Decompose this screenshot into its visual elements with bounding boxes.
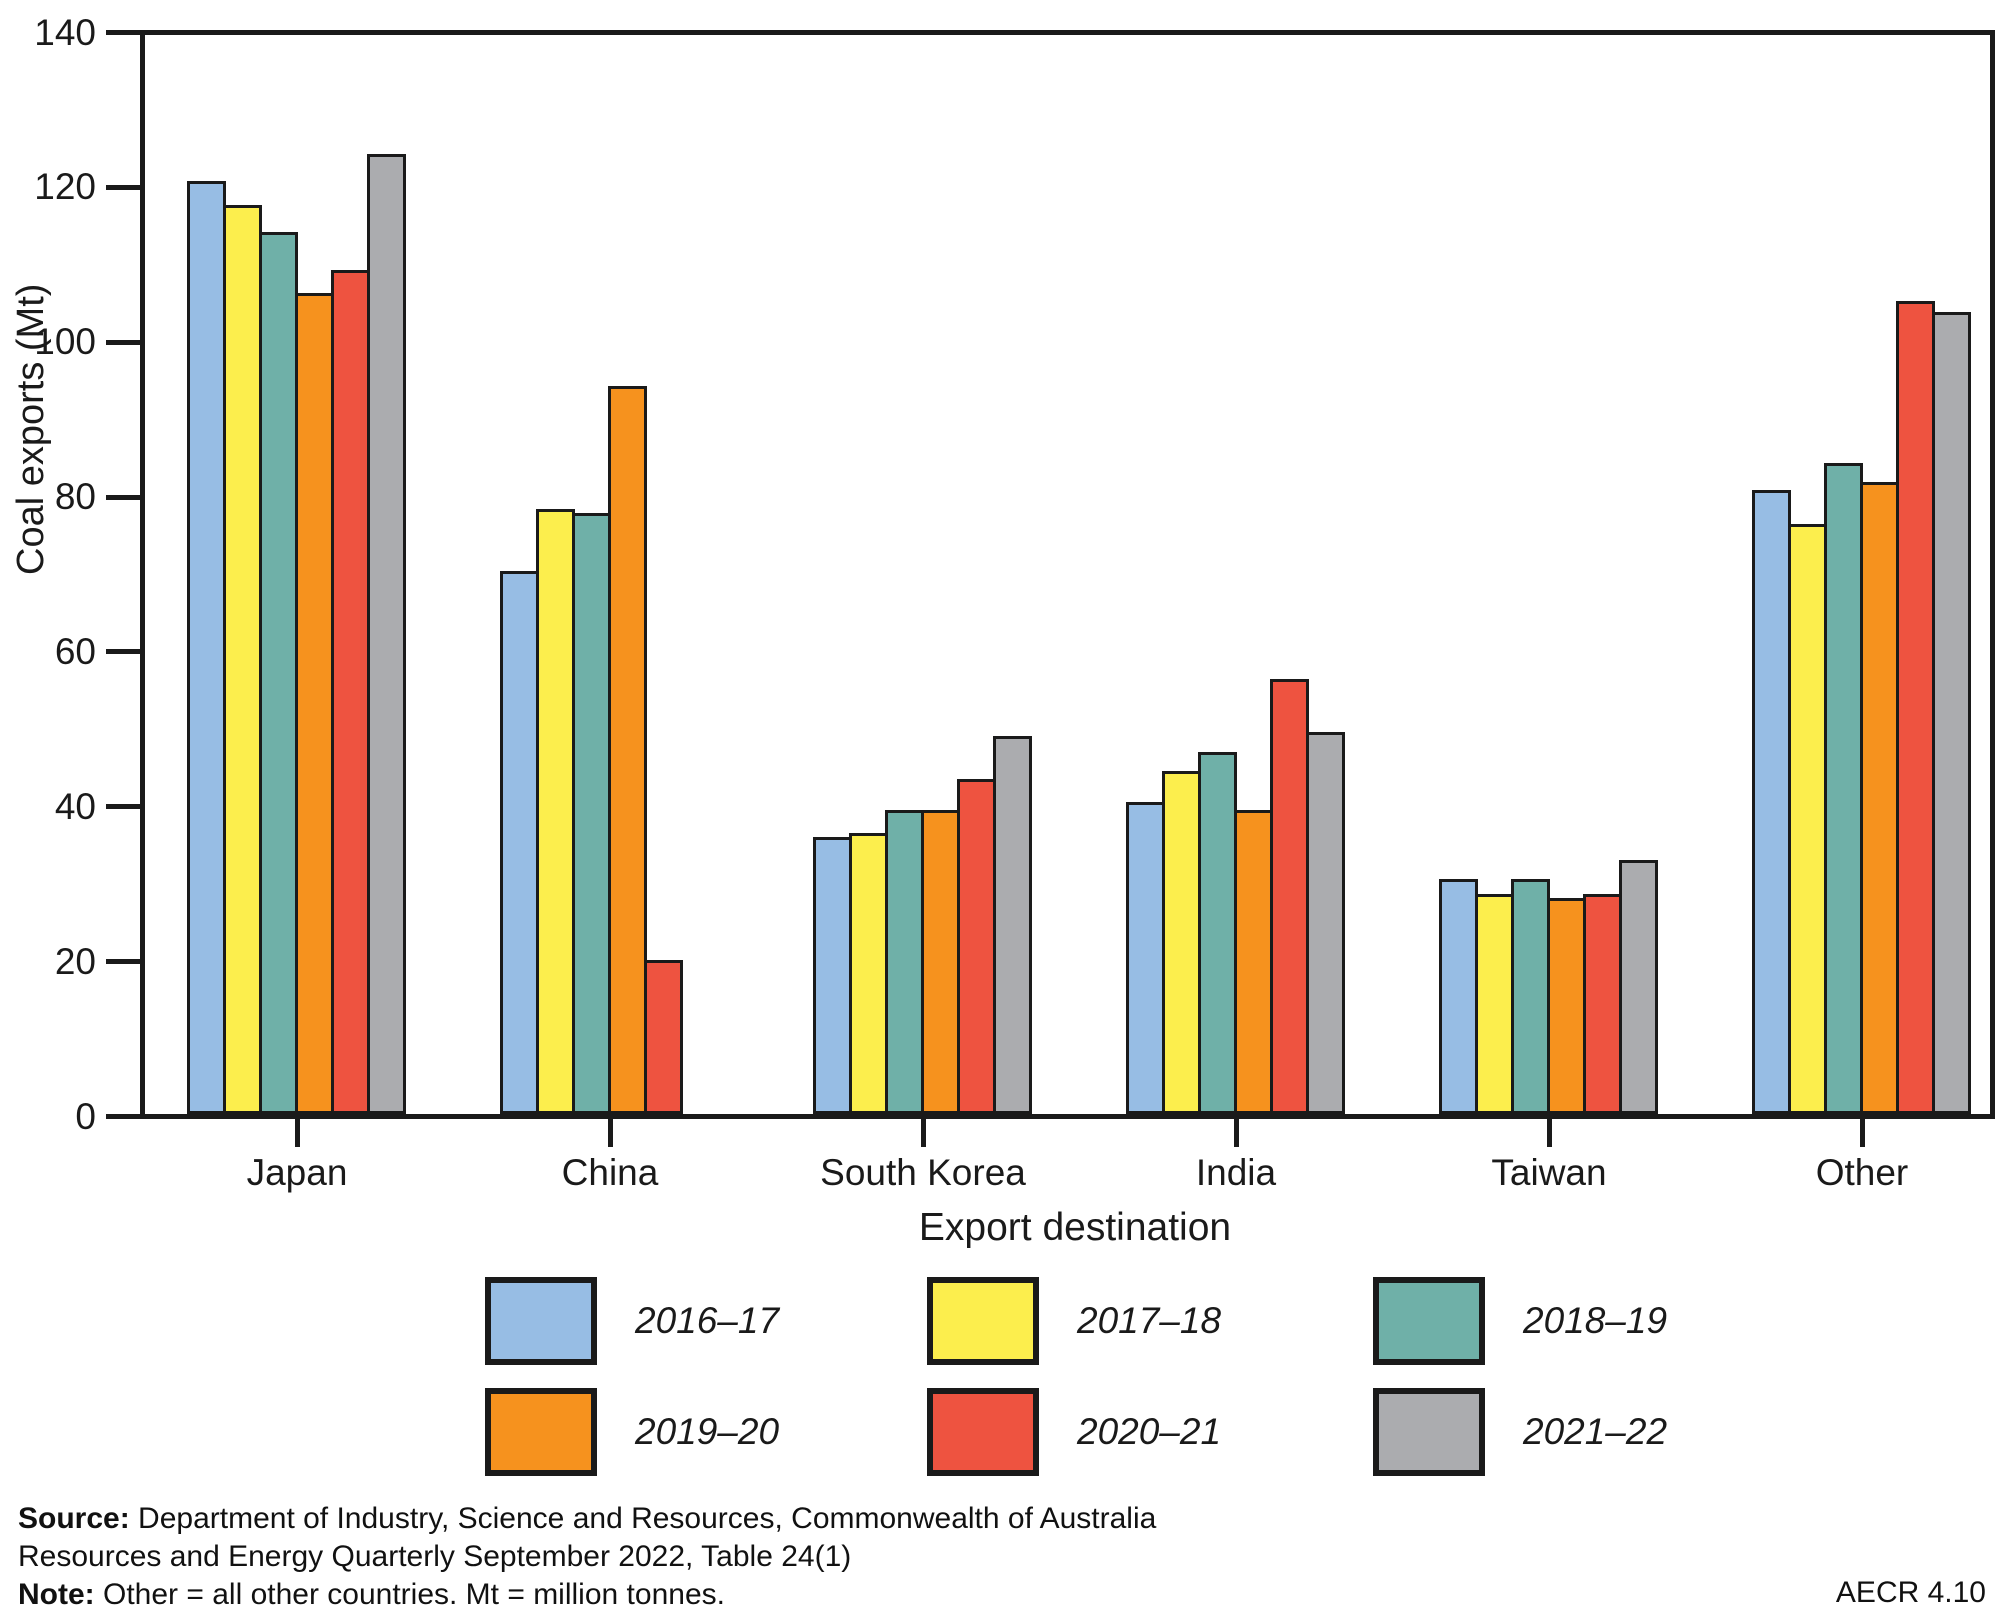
bar-2017–18-South Korea [849,833,888,1114]
legend-label-2016–17: 2016–17 [635,1300,780,1341]
bar-2017–18-China [536,509,575,1114]
bar-2016–17-India [1126,802,1165,1114]
bar-2019–20-South Korea [921,810,960,1114]
bar-2018–19-China [572,513,611,1114]
y-tick-label-20: 20 [54,940,96,982]
x-tick-South Korea [920,1119,926,1147]
source-text-2: Resources and Energy Quarterly September… [18,1540,852,1573]
y-tick-0 [106,1114,140,1119]
x-tick-Taiwan [1546,1119,1552,1147]
bar-2021–22-Taiwan [1619,860,1658,1114]
y-tick-120 [106,184,140,190]
y-tick-label-40: 40 [54,785,96,827]
bar-2017–18-India [1162,771,1201,1114]
bar-2020–21-Taiwan [1583,894,1622,1114]
note-line: Note: Other = all other countries. Mt = … [18,1576,1156,1612]
y-tick-20 [106,959,140,965]
x-tick-Other [1859,1119,1865,1147]
legend-item-2018–19: 2018–19 [1373,1277,1667,1365]
y-tick-label-0: 0 [75,1095,96,1137]
bar-2020–21-Other [1896,301,1935,1114]
legend-item-2020–21: 2020–21 [927,1388,1221,1476]
legend-item-2016–17: 2016–17 [485,1277,779,1365]
bar-2018–19-India [1198,752,1237,1114]
y-tick-80 [106,494,140,500]
legend-item-2021–22: 2021–22 [1373,1388,1667,1476]
bar-2020–21-China [644,960,683,1114]
y-tick-label-60: 60 [54,630,96,672]
legend-item-2019–20: 2019–20 [485,1388,779,1476]
note-label: Note: [18,1578,95,1611]
bar-2017–18-Taiwan [1475,894,1514,1114]
x-tick-label-Japan: Japan [246,1152,348,1193]
bar-2016–17-Japan [187,181,226,1114]
source-line-1: Source: Department of Industry, Science … [18,1500,1156,1538]
legend-swatch-2016–17 [485,1277,597,1365]
bar-2019–20-India [1234,810,1273,1114]
x-tick-label-Taiwan: Taiwan [1491,1152,1607,1193]
plot-area [140,30,1995,1119]
bar-2018–19-Taiwan [1511,879,1550,1114]
x-tick-label-Other: Other [1815,1152,1909,1193]
legend-label-2020–21: 2020–21 [1077,1411,1222,1452]
legend-swatch-2018–19 [1373,1277,1485,1365]
bar-2020–21-Japan [331,270,370,1114]
y-tick-60 [106,649,140,655]
y-tick-label-80: 80 [54,476,96,518]
legend-swatch-2017–18 [927,1277,1039,1365]
bar-2021–22-Other [1932,312,1971,1114]
bar-2021–22-India [1306,732,1345,1114]
legend-swatch-2020–21 [927,1388,1039,1476]
bar-2017–18-Japan [223,205,262,1114]
x-tick-India [1233,1119,1239,1147]
bar-2016–17-Other [1752,490,1791,1114]
bar-2019–20-China [608,386,647,1114]
bar-2019–20-Other [1860,482,1899,1114]
x-axis-title: Export destination [918,1206,1232,1249]
x-tick-label-China: China [561,1152,659,1193]
y-tick-40 [106,804,140,810]
y-tick-100 [106,339,140,345]
note-text: Other = all other countries. Mt = millio… [103,1578,725,1611]
bar-2020–21-South Korea [957,779,996,1114]
bar-2016–17-South Korea [813,837,852,1114]
bar-2021–22-South Korea [993,736,1032,1114]
legend-label-2018–19: 2018–19 [1523,1300,1668,1341]
x-tick-label-India: India [1195,1152,1277,1193]
bar-2019–20-Taiwan [1547,898,1586,1114]
bar-2018–19-Japan [259,232,298,1114]
source-note-block: Source: Department of Industry, Science … [18,1500,1156,1612]
legend-label-2021–22: 2021–22 [1523,1411,1668,1452]
legend-label-2019–20: 2019–20 [635,1411,780,1452]
source-label: Source: [18,1502,130,1535]
x-tick-label-South Korea: South Korea [820,1152,1026,1193]
bar-2017–18-Other [1788,524,1827,1114]
bar-2021–22-Japan [367,154,406,1114]
legend-item-2017–18: 2017–18 [927,1277,1221,1365]
y-tick-140 [106,30,140,35]
x-tick-China [607,1119,613,1147]
bar-2018–19-Other [1824,463,1863,1114]
y-tick-label-120: 120 [34,166,96,208]
legend-label-2017–18: 2017–18 [1077,1300,1222,1341]
x-tick-Japan [294,1119,300,1147]
source-text-1: Department of Industry, Science and Reso… [138,1502,1157,1535]
source-line-2: Resources and Energy Quarterly September… [18,1538,1156,1576]
y-tick-label-140: 140 [34,11,96,53]
y-tick-label-100: 100 [34,321,96,363]
bar-2019–20-Japan [295,293,334,1114]
legend-swatch-2019–20 [485,1388,597,1476]
legend-swatch-2021–22 [1373,1388,1485,1476]
bar-2020–21-India [1270,679,1309,1114]
bar-2016–17-China [500,571,539,1114]
bar-2018–19-South Korea [885,810,924,1114]
bar-2016–17-Taiwan [1439,879,1478,1114]
figure-reference: AECR 4.10 [1835,1576,1986,1609]
